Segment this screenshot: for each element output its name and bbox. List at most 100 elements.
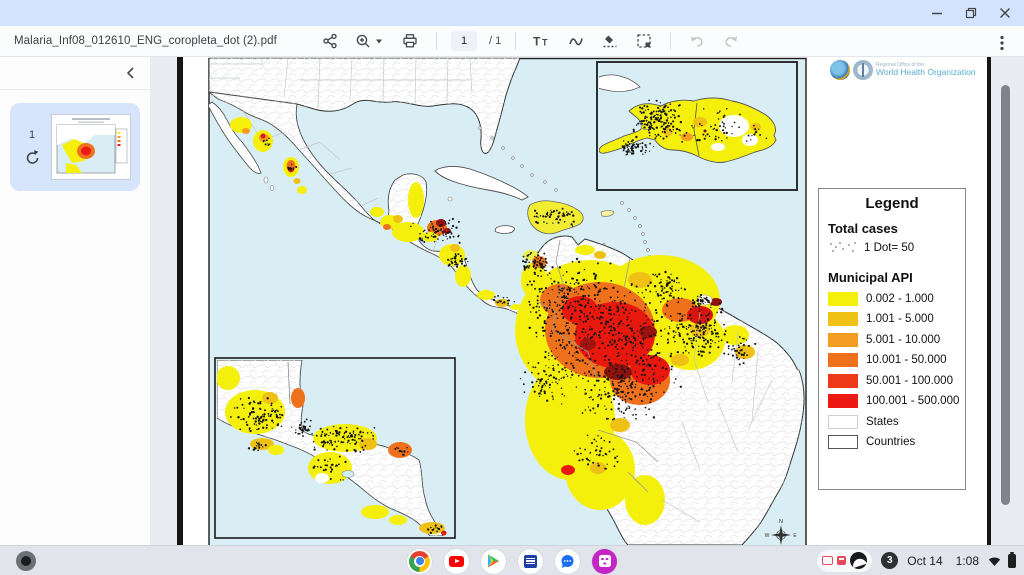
print-button[interactable]	[398, 29, 422, 53]
case-dots-main	[262, 137, 757, 470]
svg-text:T: T	[533, 35, 541, 49]
legend-class-swatch	[828, 312, 858, 326]
vertical-scrollbar[interactable]	[1001, 85, 1010, 505]
viewer-content: 1	[0, 57, 1024, 545]
legend-class-label: 10.001 - 50.000	[866, 354, 947, 366]
shelf-date[interactable]: Oct 14	[907, 553, 943, 568]
map-legend: Legend Total cases 1 Dot= 50 Municipal A…	[818, 188, 966, 490]
minimize-button[interactable]	[930, 6, 944, 20]
svg-text:N: N	[779, 519, 783, 525]
dot-sample-icon	[830, 242, 856, 252]
who-text-line1: Regional Office of the	[876, 61, 924, 68]
pdf-toolbar: Malaria_Inf08_012610_ENG_coropleta_dot (…	[0, 26, 1024, 57]
legend-class-swatch	[828, 373, 858, 388]
play-triangle-icon	[488, 554, 499, 568]
who-logo: Regional Office of the World Health Orga…	[830, 60, 976, 80]
battery-icon	[1008, 551, 1016, 568]
notification-icon-2	[837, 556, 847, 565]
messages-app-icon[interactable]	[555, 548, 580, 574]
redo-button[interactable]	[719, 29, 743, 53]
viewer-background-gap	[150, 57, 177, 545]
toolbar-separator	[515, 32, 517, 50]
compass-rose: N W E	[765, 519, 797, 545]
thumbnail-page-number: 1	[28, 128, 36, 141]
svg-text:W: W	[765, 533, 770, 539]
paho-emblem-icon	[830, 60, 850, 80]
legend-class-row: 50.001 - 100.000	[828, 373, 956, 388]
legend-municipal-api-label: Municipal API	[828, 270, 913, 285]
case-dots-inset-ca	[229, 396, 443, 535]
notification-icon-1	[822, 556, 834, 565]
legend-class-swatch	[828, 353, 858, 367]
page-number-input[interactable]: 1	[451, 31, 477, 51]
draw-button[interactable]	[564, 29, 588, 53]
case-dots-inset-hispaniola	[621, 99, 768, 156]
legend-total-cases-label: Total cases	[828, 221, 898, 236]
who-emblem-icon	[853, 60, 873, 80]
close-button[interactable]	[998, 6, 1012, 20]
viewer-right-gutter	[991, 57, 1024, 545]
legend-class-swatch	[828, 394, 858, 408]
legend-class-label: 100.001 - 500.000	[866, 395, 960, 407]
toolbar-separator	[436, 32, 437, 50]
notification-avatar	[850, 552, 868, 569]
legend-class-label: 1.001 - 5.000	[866, 313, 934, 325]
states-swatch	[828, 414, 858, 429]
play-store-app-icon[interactable]	[481, 548, 506, 574]
legend-class-row: 100.001 - 500.000	[828, 394, 960, 408]
svg-text:E: E	[793, 533, 797, 539]
legend-class-swatch	[828, 291, 858, 306]
page-thumbnail-item[interactable]: 1	[10, 103, 140, 191]
collapse-sidebar-icon[interactable]	[124, 65, 138, 81]
status-area: 3 Oct 14 1:08	[817, 549, 1016, 572]
page-thumbnail-image	[52, 115, 130, 179]
legend-states-label: States	[866, 415, 899, 428]
svg-text:T: T	[542, 38, 548, 48]
pdf-page[interactable]: N W E Regional Office of the World Healt…	[177, 57, 991, 545]
legend-class-label: 0.002 - 1.000	[866, 292, 934, 305]
chat-bubble-icon	[561, 554, 574, 568]
notification-count-badge[interactable]: 3	[881, 552, 899, 569]
launcher-button[interactable]	[16, 550, 36, 571]
sidebar-header	[0, 57, 150, 90]
legend-class-label: 50.001 - 100.000	[866, 374, 953, 387]
signature-button[interactable]	[598, 29, 622, 53]
legend-class-row: 1.001 - 5.000	[828, 312, 956, 326]
document-filename: Malaria_Inf08_012610_ENG_coropleta_dot (…	[14, 35, 277, 47]
blue-square-app-icon[interactable]	[518, 548, 543, 574]
more-options-button[interactable]	[990, 31, 1014, 55]
legend-countries-row: Countries	[828, 435, 956, 449]
legend-countries-label: Countries	[866, 436, 916, 448]
legend-class-row: 10.001 - 50.000	[828, 353, 956, 367]
share-button[interactable]	[318, 29, 342, 53]
shelf-time[interactable]: 1:08	[955, 553, 979, 568]
wifi-icon	[988, 557, 1001, 566]
page-total-label: / 1	[489, 35, 502, 47]
legend-class-label: 5.001 - 10.000	[866, 333, 941, 346]
legend-class-row: 0.002 - 1.000	[828, 291, 956, 306]
legend-class-list: 0.002 - 1.000 1.001 - 5.000 5.001 - 10.000…	[828, 291, 960, 408]
rotate-page-icon[interactable]	[24, 149, 41, 166]
thumbnail-sidebar: 1	[0, 57, 150, 545]
who-text-line2: World Health Organization	[876, 67, 976, 78]
select-area-button[interactable]	[632, 29, 656, 53]
legend-class-swatch	[828, 332, 858, 347]
window-titlebar	[0, 0, 1024, 26]
zoom-button[interactable]	[352, 29, 388, 53]
toolbar-separator	[670, 32, 672, 50]
legend-states-row: States	[828, 414, 956, 429]
legend-title: Legend	[865, 195, 919, 212]
zoom-dropdown-caret	[376, 39, 382, 44]
restore-button[interactable]	[964, 6, 978, 20]
undo-button[interactable]	[685, 29, 709, 53]
countries-swatch	[828, 435, 858, 449]
youtube-app-icon[interactable]	[444, 548, 469, 574]
chrome-app-icon[interactable]	[407, 548, 432, 575]
purple-app-icon[interactable]	[592, 548, 617, 575]
legend-class-row: 5.001 - 10.000	[828, 332, 956, 347]
notification-tray[interactable]	[817, 549, 873, 572]
legend-dot-label: 1 Dot= 50	[864, 242, 915, 254]
chromeos-shelf: 3 Oct 14 1:08	[0, 545, 1024, 575]
